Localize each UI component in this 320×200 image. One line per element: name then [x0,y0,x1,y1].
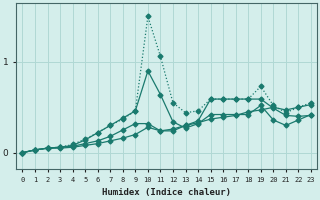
X-axis label: Humidex (Indice chaleur): Humidex (Indice chaleur) [102,188,231,197]
